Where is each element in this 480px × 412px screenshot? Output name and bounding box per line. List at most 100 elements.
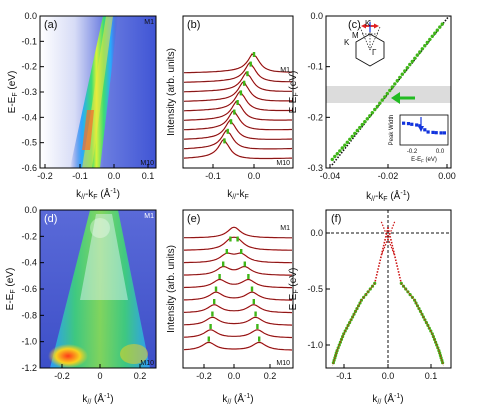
panel-c-y-axis: 0.0 -0.1 -0.2 -0.3	[307, 11, 330, 173]
panel-a-ytick-label-0: 0.0	[24, 11, 37, 21]
panel-e-corner-top: M1	[280, 225, 290, 232]
panel-a-xtick-label-1: -0.1	[72, 171, 88, 181]
panel-c-point	[378, 101, 382, 105]
inset-xtick-1: 0.0	[436, 149, 445, 155]
panel-d-xtick-label-1: 0	[97, 371, 102, 381]
panel-d-xlabel: k// (Å-1)	[82, 392, 113, 406]
panel-f-ytick-label-2: -1.0	[307, 340, 323, 350]
panel-c-point	[368, 114, 372, 118]
panel-c-inset-point-8	[434, 131, 438, 135]
panel-d-ytick-label-4: -0.8	[21, 310, 37, 320]
panel-c-point	[403, 69, 407, 73]
panel-f-extrapolation-right	[387, 227, 403, 284]
panel-b-data-7	[183, 119, 293, 140]
panel-c-point	[395, 79, 399, 83]
panel-c-point	[358, 125, 362, 130]
panel-a: (a) M1 M10 0.0 -0.1 -0.2 -0.3 -0.4 -0.5 -0.6 -…	[7, 11, 157, 201]
panel-c: K M K Γ Peak Width -0.2 0.0 E-EF (eV) (c…	[288, 11, 456, 203]
panel-b-peak-marker-6	[233, 109, 236, 115]
panel-c-point	[433, 31, 437, 35]
panel-e-corner-bottom: M10	[276, 360, 290, 367]
panel-a-ytick-label-2: -0.2	[21, 62, 37, 72]
panel-e-peak-right-1	[236, 236, 239, 242]
panel-e-xtick-label-2: 0.2	[264, 371, 277, 381]
panel-e-peak-right-2	[240, 249, 243, 254]
panel-f-ytick-label-1: -0.5	[307, 284, 323, 294]
panel-c-point	[390, 85, 394, 89]
panel-c-points	[330, 22, 444, 162]
panel-d-ytick-label-3: -0.6	[21, 284, 37, 294]
panel-e-peak-left-4	[218, 274, 221, 279]
panel-c-inset-point-2	[410, 122, 414, 126]
panel-f-branches	[331, 221, 445, 366]
panel-c-point	[393, 82, 397, 86]
panel-c-point	[383, 95, 387, 99]
panel-b-data-9	[183, 138, 292, 159]
panel-c-point	[350, 134, 354, 139]
hexagon-icon	[355, 33, 385, 67]
panel-c-point	[343, 143, 347, 147]
panel-a-xlabel: k//-kF (Å-1)	[76, 187, 120, 201]
panel-e-data-0	[184, 226, 292, 239]
bz-label-k-top: K	[365, 19, 371, 28]
panel-c-point	[353, 131, 357, 136]
panel-c-inset-point-5	[423, 128, 427, 132]
panel-c-xtick-label-1: -0.02	[378, 171, 399, 181]
panel-c-inset-point-7	[431, 130, 435, 134]
panel-b-peak-marker-5	[236, 100, 239, 105]
panel-a-ytick-label-1: -0.1	[21, 36, 37, 46]
panel-e-peak-right-4	[247, 274, 250, 279]
panel-c-point	[370, 111, 374, 115]
panel-c-inset-point-9	[439, 131, 443, 135]
panel-b-data-1	[183, 61, 292, 83]
panel-a-xtick-label-3: 0.1	[142, 171, 155, 181]
panel-c-point	[355, 128, 359, 133]
bz-label-m: M	[352, 31, 359, 40]
panel-c-xtick-label-2: 0.00	[438, 171, 456, 181]
panel-d-xtick-label-2: 0.2	[134, 371, 147, 381]
panel-b-x-axis: -0.1 0.0	[205, 164, 260, 181]
panel-d-y-axis: 0.0 -0.2 -0.4 -0.6 -0.8 -1.0 -1.2	[21, 205, 44, 373]
bz-label-gamma: Γ	[372, 48, 377, 57]
panel-e-peak-right-9	[258, 336, 261, 342]
panel-c-inset-point-4	[418, 124, 422, 128]
panel-d-heatmap	[40, 210, 156, 368]
panel-c-point	[338, 149, 342, 153]
panel-c-point	[420, 47, 424, 51]
panel-c-x-axis: -0.04 -0.02 0.00	[320, 164, 456, 181]
panel-b-data-0	[184, 53, 292, 73]
panel-a-ytick-label-3: -0.3	[21, 87, 37, 97]
panel-f-xlabel: k// (Å-1)	[372, 392, 403, 406]
bz-label-k-left: K	[344, 38, 350, 47]
panel-c-point	[438, 25, 442, 29]
panel-c-point	[410, 59, 414, 64]
inset-xtick-0: -0.2	[407, 149, 418, 155]
panel-e-data-7	[183, 317, 293, 326]
panel-a-label: (a)	[44, 19, 57, 31]
panel-b-peak-marker-2	[246, 71, 249, 77]
panel-b-peak-marker-1	[249, 61, 252, 67]
panel-c-label: (c)	[348, 19, 361, 31]
panel-c-xtick-label-0: -0.04	[320, 171, 341, 181]
panel-c-point	[345, 140, 349, 144]
panel-f: (f) 0.0 -0.5 -1.0 -0.1 0.0 0.1 E-EF (eV) k//…	[288, 209, 452, 406]
panel-e-curves	[183, 226, 293, 351]
panel-f-point	[431, 335, 435, 339]
panel-b-frame	[182, 15, 294, 169]
panel-a-corner-top: M1	[144, 19, 154, 26]
panel-e-xtick-label-1: 0.0	[228, 371, 241, 381]
panel-f-point	[334, 351, 338, 355]
inset-ylabel: Peak Width	[389, 115, 395, 146]
panel-d-ytick-label-6: -1.2	[21, 363, 37, 373]
panel-b-peak-marker-3	[242, 80, 246, 86]
panel-f-xtick-label-0: -0.1	[336, 371, 352, 381]
panel-e-label: (e)	[187, 213, 200, 225]
panel-a-ytick-label-6: -0.6	[21, 163, 37, 173]
panel-c-inset-point-0	[402, 121, 406, 125]
panel-b-data-4	[183, 90, 293, 112]
panel-c-point	[373, 107, 377, 112]
panel-c-point	[405, 66, 409, 70]
panel-e-x-axis: -0.2 0.0 0.2	[196, 364, 276, 381]
panel-c-ytick-label-1: -0.1	[307, 62, 323, 72]
panel-e-peak-left-6	[213, 299, 216, 304]
